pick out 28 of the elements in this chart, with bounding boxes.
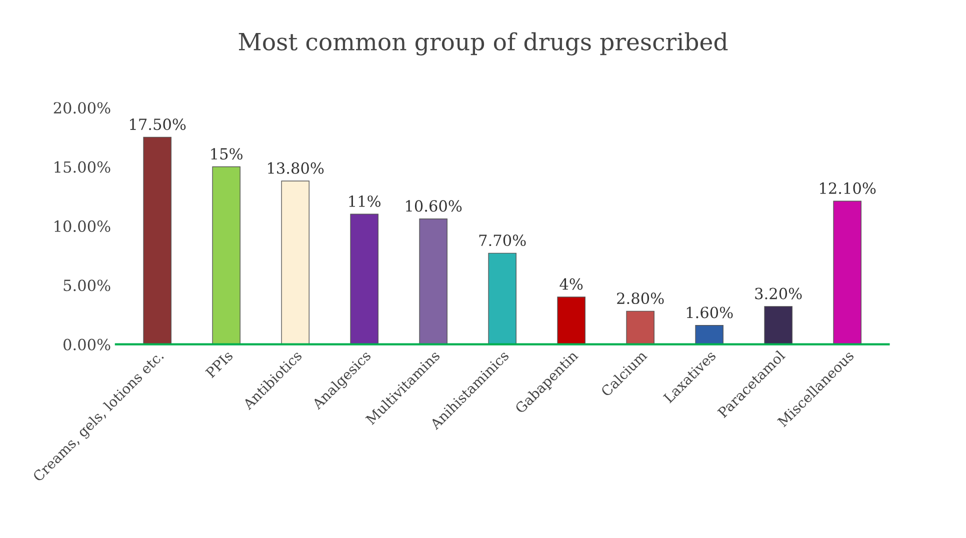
y-tick-label: 10.00% (54, 220, 110, 232)
data-label: 13.80% (268, 162, 324, 174)
bar (212, 166, 240, 344)
bar (488, 252, 516, 344)
bar (281, 180, 310, 344)
bar (833, 200, 862, 344)
y-tick-label: 5.00% (64, 280, 110, 292)
bar (626, 310, 654, 344)
data-label: 7.70% (479, 234, 526, 246)
data-label: 17.50% (130, 118, 186, 130)
y-tick-label: 0.00% (64, 338, 110, 350)
bar (350, 214, 378, 344)
data-label: 12.10% (820, 182, 876, 194)
bar (695, 325, 724, 344)
bar (557, 296, 586, 344)
y-tick-label: 15.00% (54, 161, 110, 173)
data-label: 4% (560, 278, 583, 290)
bar (764, 306, 792, 344)
data-label: 1.60% (686, 306, 733, 318)
bar (143, 136, 172, 344)
data-label: 2.80% (617, 292, 664, 304)
data-label: 3.20% (755, 288, 802, 300)
y-tick-label: 20.00% (54, 102, 110, 114)
bar (419, 218, 448, 344)
chart-title: Most common group of drugs prescribed (238, 32, 728, 56)
data-label: 15% (211, 148, 242, 160)
data-label: 10.60% (406, 200, 462, 212)
data-label: 11% (349, 195, 380, 207)
